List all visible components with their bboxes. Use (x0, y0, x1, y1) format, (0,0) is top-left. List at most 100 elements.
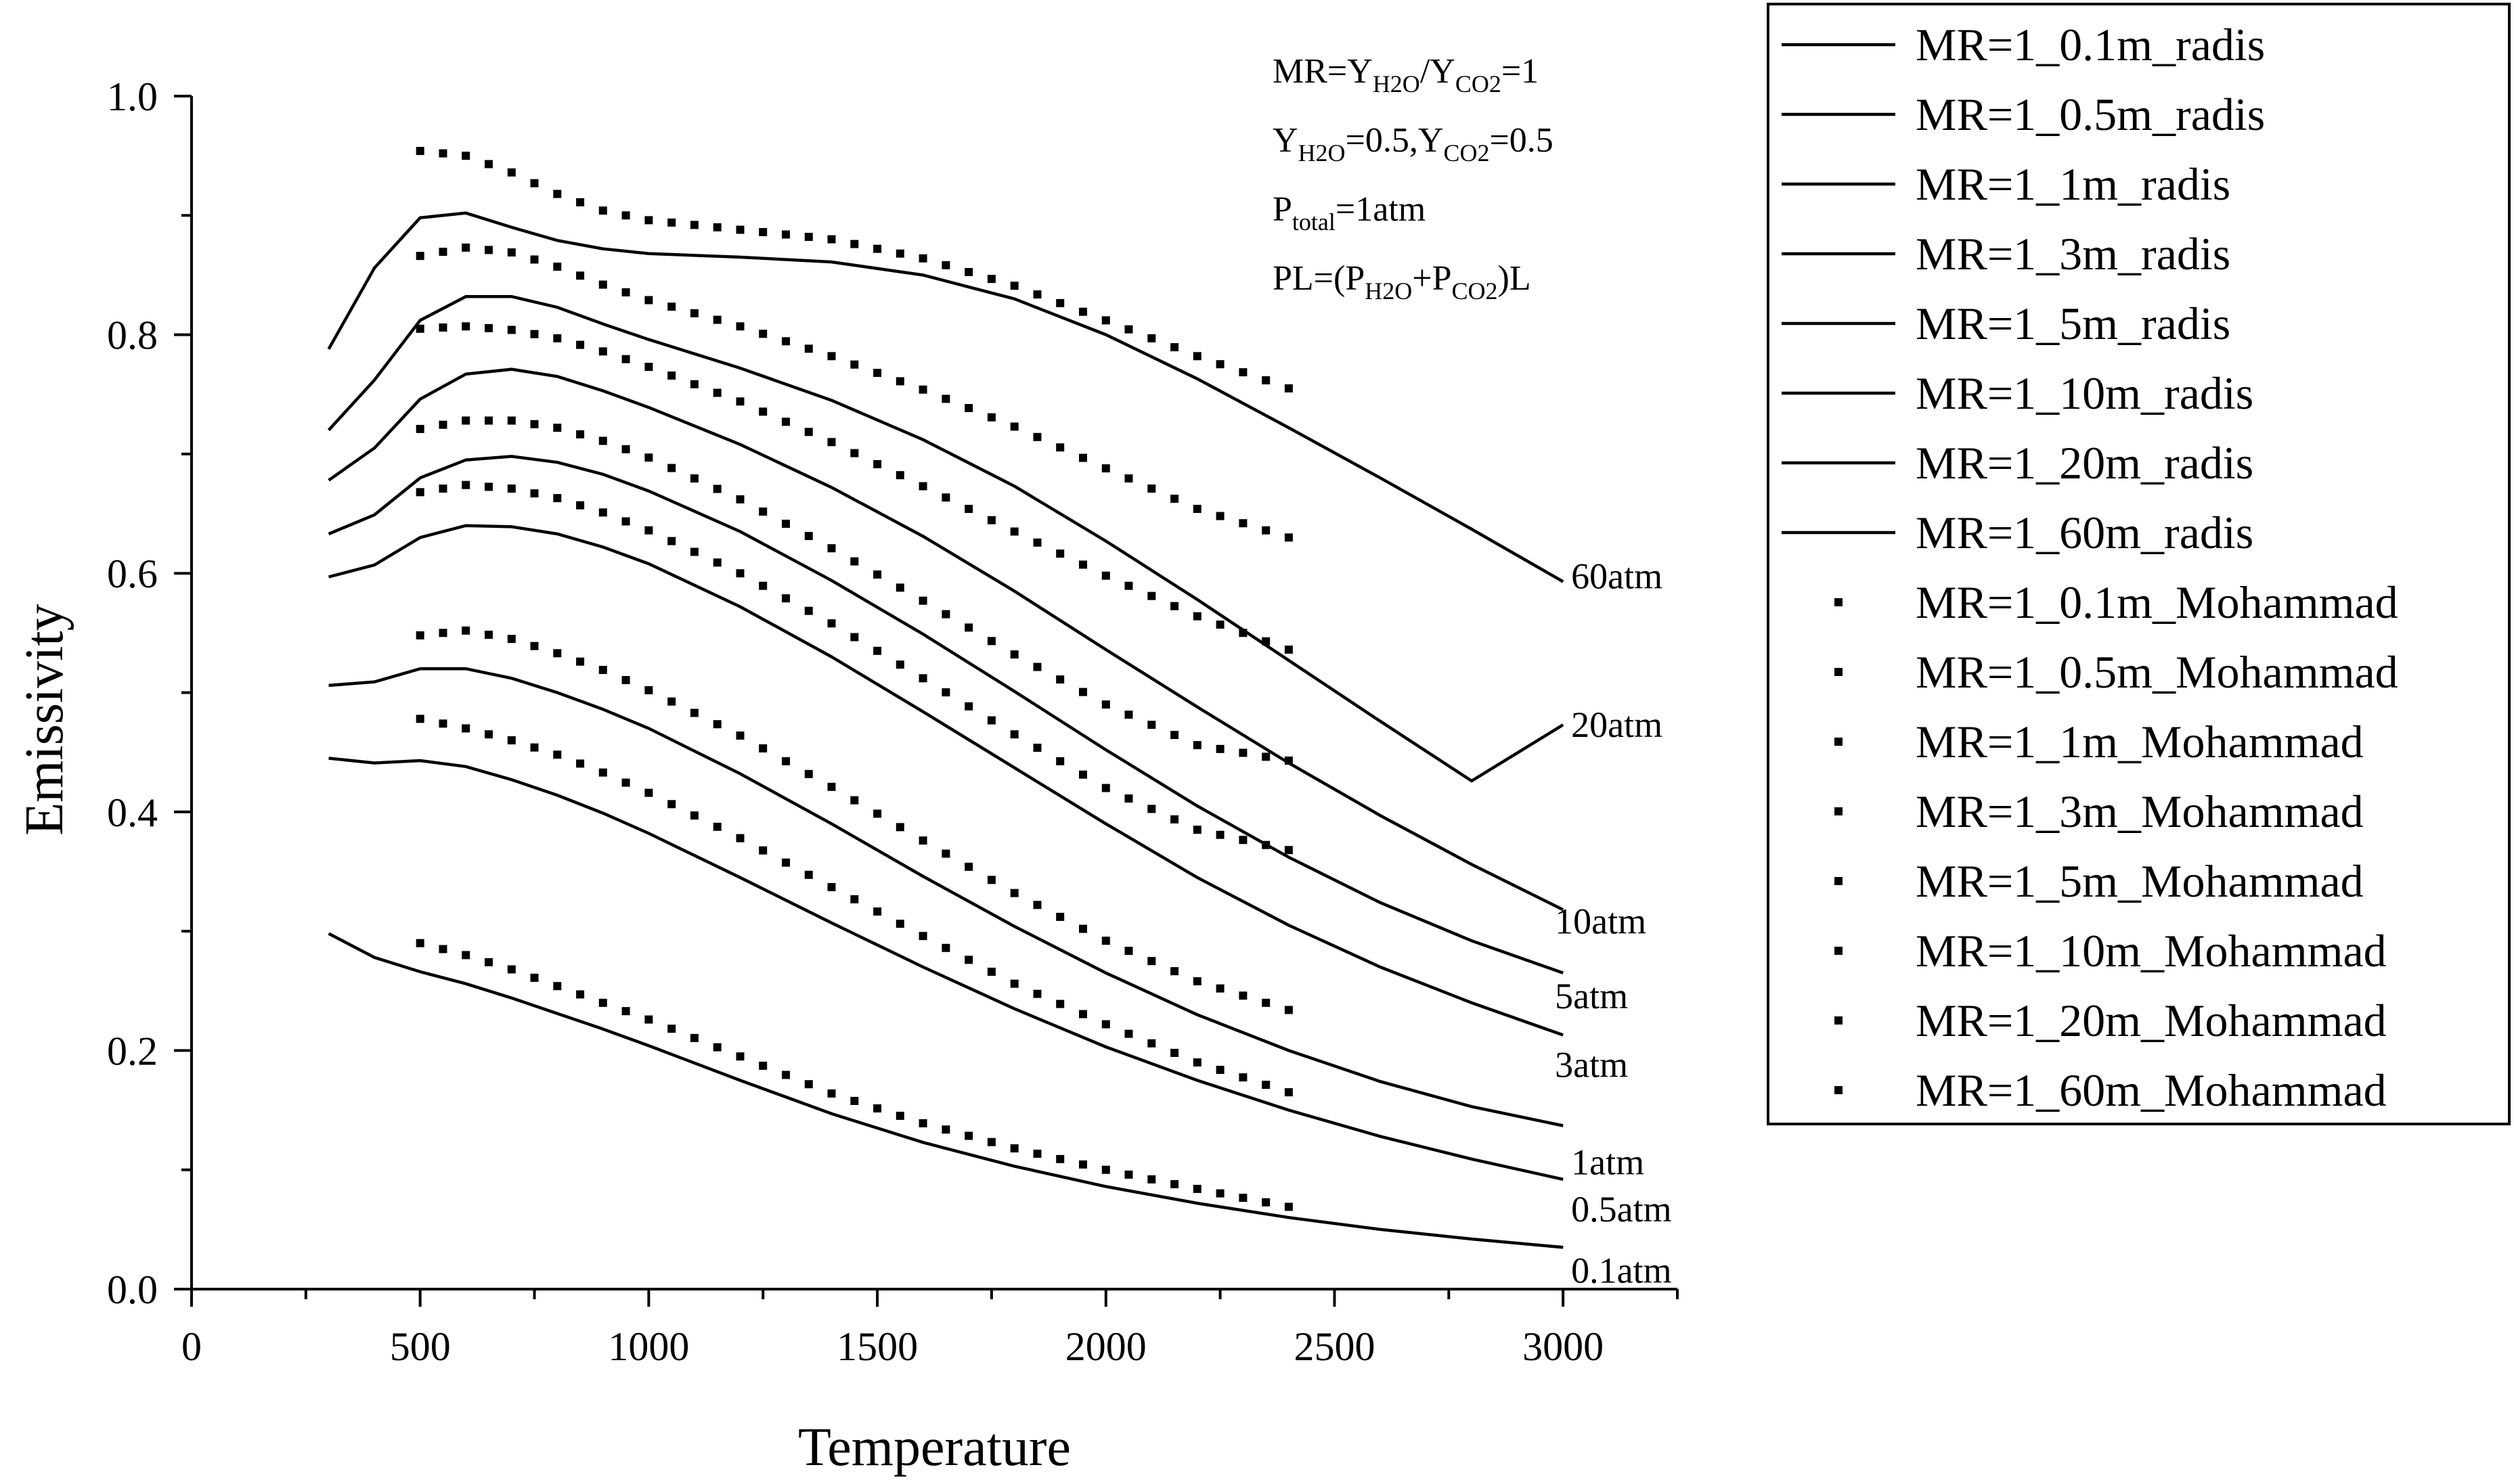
annotation-text: MR=Y (1273, 52, 1373, 91)
series-line (328, 932, 1564, 1249)
series-dot (965, 1131, 973, 1140)
annotation-subscript: CO2 (1443, 139, 1489, 166)
series-dot (827, 235, 836, 244)
legend-dot-swatch (1834, 738, 1843, 746)
series-dot (1079, 688, 1087, 696)
y-tick-label: 0.4 (107, 790, 158, 835)
series-dot (736, 397, 745, 406)
series-dot (439, 629, 447, 637)
series-dot (1147, 721, 1156, 729)
annotation-line: MR=YH2O/YCO2=1 (1273, 52, 1539, 97)
annotation-subscript: CO2 (1455, 70, 1501, 97)
y-tick-label: 1.0 (107, 74, 158, 119)
series-dot (965, 404, 973, 412)
series-dot (873, 646, 882, 655)
legend-label: MR=1_20m_Mohammad (1916, 995, 2387, 1046)
series-dot (1284, 1088, 1293, 1097)
legend-label: MR=1_5m_Mohammad (1916, 855, 2364, 907)
series-dot (987, 516, 996, 524)
series-dot (1033, 290, 1042, 299)
series-dot (919, 1119, 927, 1127)
series-MR=1_0.5m_Mohammad (416, 715, 1293, 1097)
series-dot (667, 302, 676, 311)
series-dot (530, 330, 539, 338)
series-dot (1239, 1073, 1248, 1082)
series-dot (1262, 998, 1271, 1007)
series-MR=1_0.1m_radis (328, 932, 1564, 1249)
series-dot (1010, 282, 1019, 290)
legend-label: MR=1_0.5m_radis (1916, 89, 2265, 140)
series-dot (736, 322, 745, 331)
series-dot (1101, 464, 1110, 473)
series-dot (530, 179, 539, 187)
series-dot (942, 395, 950, 403)
series-dot (621, 676, 630, 684)
series-dot (1033, 901, 1042, 909)
series-dot (1033, 989, 1042, 998)
series-dot (987, 275, 996, 284)
series-dot (1010, 730, 1019, 739)
legend-label: MR=1_60m_Mohammad (1916, 1064, 2387, 1116)
series-MR=1_10m_radis (328, 367, 1564, 912)
y-tick-label: 0.0 (107, 1267, 158, 1312)
series-dot (804, 1080, 813, 1089)
series-dot (850, 1096, 859, 1105)
legend-dot-swatch (1834, 1016, 1843, 1025)
series-dot (621, 1007, 630, 1016)
series-dot (965, 955, 973, 964)
series-dot (416, 715, 424, 723)
annotation-text: =0.5,Y (1346, 121, 1444, 160)
series-dot (919, 385, 927, 394)
series-dot (1147, 805, 1156, 813)
series-dot (827, 882, 836, 891)
series-dot (667, 1025, 676, 1033)
series-dot (987, 716, 996, 725)
series-dot (919, 836, 927, 845)
series-dot (598, 508, 607, 517)
series-dot (942, 849, 950, 858)
series-dot (1033, 538, 1042, 547)
series-dot (690, 1033, 699, 1042)
series-dot (850, 240, 859, 248)
series-dot (1170, 731, 1179, 740)
series-dot (485, 323, 493, 332)
series-dot (1010, 979, 1019, 988)
series-line (327, 211, 1564, 583)
legend-label: MR=1_0.5m_Mohammad (1916, 646, 2398, 698)
series-dot (896, 249, 904, 258)
annotation-text: )L (1498, 259, 1531, 298)
series-dot (667, 218, 676, 227)
annotation-line: PL=(PH2O+PCO2)L (1273, 259, 1531, 305)
annotation-text: =1atm (1336, 190, 1426, 229)
series-dot (530, 255, 539, 264)
curve-label: 5atm (1555, 976, 1628, 1016)
y-tick-label: 0.6 (107, 552, 158, 596)
series-line (328, 667, 1564, 1127)
curve-label: 0.5atm (1571, 1189, 1671, 1230)
series-dot (827, 619, 836, 628)
series-dot (1010, 527, 1019, 536)
series-dot (873, 244, 882, 253)
series-dot (690, 811, 699, 820)
legend-label: MR=1_1m_Mohammad (1916, 716, 2364, 767)
series-dot (576, 430, 585, 439)
series-dot (1193, 612, 1201, 621)
series-dot (644, 296, 653, 305)
series-dot (919, 482, 927, 491)
series-dot (987, 876, 996, 884)
series-dot (1239, 1194, 1248, 1202)
series-dot (987, 413, 996, 422)
curve-label: 0.1atm (1571, 1250, 1671, 1290)
series-dot (804, 532, 813, 541)
series-dot (804, 870, 813, 879)
series-dot (1147, 1039, 1156, 1048)
series-dot (1101, 1165, 1110, 1174)
series-dot (598, 206, 607, 215)
series-dot (827, 544, 836, 553)
series-dot (667, 464, 676, 472)
series-dot (485, 730, 493, 739)
legend-label: MR=1_1m_radis (1916, 158, 2230, 210)
series-dot (507, 965, 516, 974)
series-dot (942, 493, 950, 502)
legend-label: MR=1_3m_Mohammad (1916, 786, 2364, 837)
